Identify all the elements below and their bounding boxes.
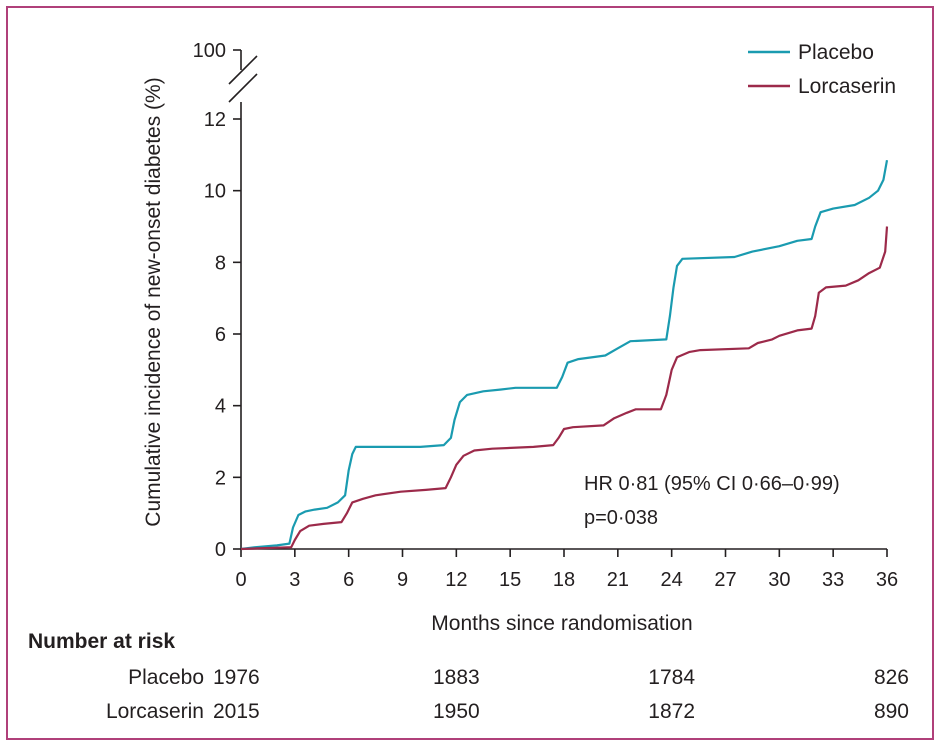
- series-lines: [240, 160, 889, 551]
- y-tick-label-10: 10: [204, 181, 226, 203]
- y-tick-label-2: 2: [215, 467, 226, 489]
- y-tick-label-4: 4: [215, 396, 226, 418]
- y-axis-break: [228, 55, 258, 103]
- risk-value-placebo-12: 1883: [433, 666, 480, 689]
- hazard-ratio-annotation: HR 0·81 (95% CI 0·66–0·99): [584, 473, 840, 495]
- risk-values: 1976 1883 1784 826 2015 1950 1872 890: [213, 666, 909, 723]
- x-ticks: 0 3 6 9 12 15 18 21 24 27 30 33 36: [235, 549, 898, 591]
- x-tick-label-12: 12: [445, 569, 467, 591]
- x-tick-label-6: 6: [343, 569, 354, 591]
- legend: Placebo Lorcaserin: [748, 41, 896, 98]
- y-tick-label-8: 8: [215, 252, 226, 274]
- risk-value-lorcaserin-0: 2015: [213, 700, 260, 723]
- risk-value-placebo-36: 826: [874, 666, 909, 689]
- series-line-lorcaserin: [240, 226, 889, 551]
- p-value-annotation: p=0·038: [584, 507, 658, 529]
- risk-value-placebo-0: 1976: [213, 666, 260, 689]
- risk-row-label-lorcaserin: Lorcaserin: [106, 700, 204, 723]
- x-tick-label-18: 18: [553, 569, 575, 591]
- x-tick-label-9: 9: [397, 569, 408, 591]
- risk-row-label-placebo: Placebo: [128, 666, 204, 689]
- risk-value-lorcaserin-36: 890: [874, 700, 909, 723]
- y-tick-label-12: 12: [204, 109, 226, 131]
- x-tick-label-15: 15: [499, 569, 521, 591]
- x-tick-label-24: 24: [661, 569, 683, 591]
- series-line-placebo: [240, 160, 889, 551]
- x-tick-label-30: 30: [768, 569, 790, 591]
- y-tick-label-6: 6: [215, 324, 226, 346]
- legend-label-placebo: Placebo: [798, 41, 874, 64]
- y-tick-label-100: 100: [193, 40, 226, 62]
- x-tick-label-36: 36: [876, 569, 898, 591]
- x-tick-label-21: 21: [607, 569, 629, 591]
- x-tick-label-3: 3: [289, 569, 300, 591]
- legend-label-lorcaserin: Lorcaserin: [798, 75, 896, 98]
- risk-value-lorcaserin-24: 1872: [648, 700, 695, 723]
- risk-table-title: Number at risk: [28, 630, 175, 653]
- y-ticks: 0 2 4 6 8 10 12: [204, 109, 241, 561]
- y-tick-label-0: 0: [215, 539, 226, 561]
- x-tick-label-33: 33: [822, 569, 844, 591]
- figure-frame: [6, 6, 934, 740]
- x-tick-label-0: 0: [235, 569, 246, 591]
- risk-value-placebo-24: 1784: [648, 666, 695, 689]
- y-axis-label: Cumulative incidence of new-onset diabet…: [142, 77, 165, 526]
- x-axis-label: Months since randomisation: [431, 612, 692, 635]
- x-tick-label-27: 27: [714, 569, 736, 591]
- risk-value-lorcaserin-12: 1950: [433, 700, 480, 723]
